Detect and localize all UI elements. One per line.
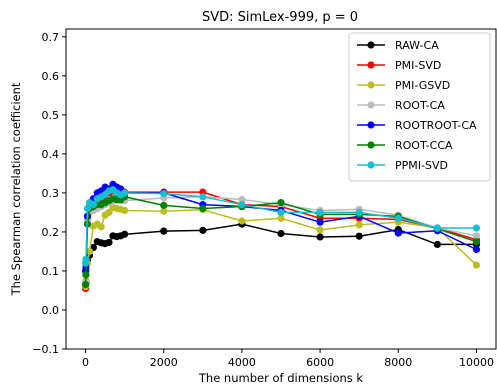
data-point	[82, 255, 90, 263]
legend-item: PMI-GSVD	[357, 79, 450, 92]
y-tick-label: 0.4	[42, 148, 60, 161]
legend-item: PMI-SVD	[357, 59, 441, 72]
data-point	[472, 261, 481, 269]
legend-marker	[367, 61, 375, 69]
legend-item: RAW-CA	[357, 39, 439, 52]
data-point	[316, 233, 324, 241]
series-lines	[81, 180, 481, 293]
data-point	[121, 189, 129, 197]
legend-marker	[367, 121, 375, 129]
data-point	[472, 224, 481, 232]
legend-box	[348, 32, 491, 182]
legend-label: RAW-CA	[395, 39, 439, 52]
data-point	[472, 238, 481, 246]
data-point	[277, 208, 285, 217]
data-point	[316, 218, 324, 226]
chart-title: SVD: SimLex-999, p = 0	[202, 10, 358, 25]
data-point	[160, 207, 168, 215]
data-point	[89, 201, 97, 209]
data-point	[83, 204, 92, 213]
x-tick-label: 6000	[306, 356, 334, 369]
y-tick-label: 0.0	[42, 304, 60, 317]
legend-label: PMI-SVD	[395, 59, 441, 72]
y-axis-label: The Spearman correlation coefficient	[9, 82, 23, 296]
data-point	[433, 224, 441, 232]
data-point	[355, 232, 363, 240]
data-point	[97, 223, 105, 231]
legend-marker	[367, 101, 375, 109]
legend: RAW-CA PMI-SVD PMI-GSVD ROOT-CA ROOTROOT-CA R…	[348, 32, 491, 182]
plot-frame	[65, 28, 497, 350]
data-point	[394, 214, 402, 222]
legend-marker	[367, 161, 375, 169]
data-point	[355, 208, 363, 217]
data-point	[472, 245, 481, 254]
legend-item: ROOTROOT-CA	[357, 119, 477, 132]
series-rootroot-ca	[81, 180, 481, 275]
data-point	[160, 190, 168, 198]
x-tick-label: 10000	[459, 356, 494, 369]
data-point	[277, 214, 285, 222]
y-tick-label: 0.5	[42, 109, 60, 122]
legend-marker	[367, 141, 375, 149]
x-tick-label: 0	[82, 356, 89, 369]
series-ppmi-svd	[81, 186, 481, 267]
data-point	[277, 229, 285, 238]
data-point	[199, 193, 207, 201]
legend-item: PPMI-SVD	[357, 159, 448, 172]
legend-marker	[367, 41, 375, 49]
data-point	[472, 232, 481, 240]
data-point	[81, 281, 90, 289]
y-tick-label: 0.6	[42, 70, 60, 83]
legend-marker	[367, 81, 375, 89]
legend-item: ROOT-CCA	[357, 139, 453, 152]
legend-label: ROOT-CCA	[395, 139, 453, 152]
legend-item: ROOT-CA	[357, 99, 445, 112]
x-axis-label: The number of dimensions k	[198, 371, 364, 385]
legend-label: PPMI-SVD	[395, 159, 448, 172]
data-point	[238, 201, 246, 209]
axes: 0 2000 4000 6000 8000 10000 −0.1 0.0 0.1 0.2 0.3 0.…	[32, 28, 497, 369]
x-tick-label: 2000	[150, 356, 178, 369]
data-point	[85, 247, 94, 256]
x-tick-label: 8000	[384, 356, 412, 369]
data-point	[238, 217, 246, 225]
data-point	[160, 201, 168, 209]
data-point	[82, 271, 90, 279]
data-point	[199, 204, 207, 213]
data-point	[121, 230, 129, 238]
y-tick-label: 0.7	[42, 31, 60, 44]
data-point	[121, 206, 129, 215]
x-tick-label: 4000	[228, 356, 256, 369]
data-point	[105, 238, 113, 247]
data-point	[355, 221, 363, 229]
legend-label: PMI-GSVD	[395, 79, 450, 92]
data-point	[433, 240, 441, 249]
data-point	[160, 227, 168, 235]
series-line	[84, 183, 477, 272]
legend-label: ROOT-CA	[395, 99, 445, 112]
data-point	[238, 195, 246, 204]
data-point	[277, 199, 285, 207]
data-point	[199, 226, 207, 234]
legend-label: ROOTROOT-CA	[395, 119, 477, 132]
data-point	[394, 229, 402, 237]
y-tick-label: −0.1	[32, 343, 59, 356]
data-point	[316, 226, 324, 234]
y-tick-label: 0.2	[42, 226, 60, 239]
data-point	[316, 208, 324, 217]
y-tick-label: 0.1	[42, 265, 60, 278]
y-tick-label: 0.3	[42, 187, 60, 200]
series-pmi-gsvd	[81, 204, 481, 291]
